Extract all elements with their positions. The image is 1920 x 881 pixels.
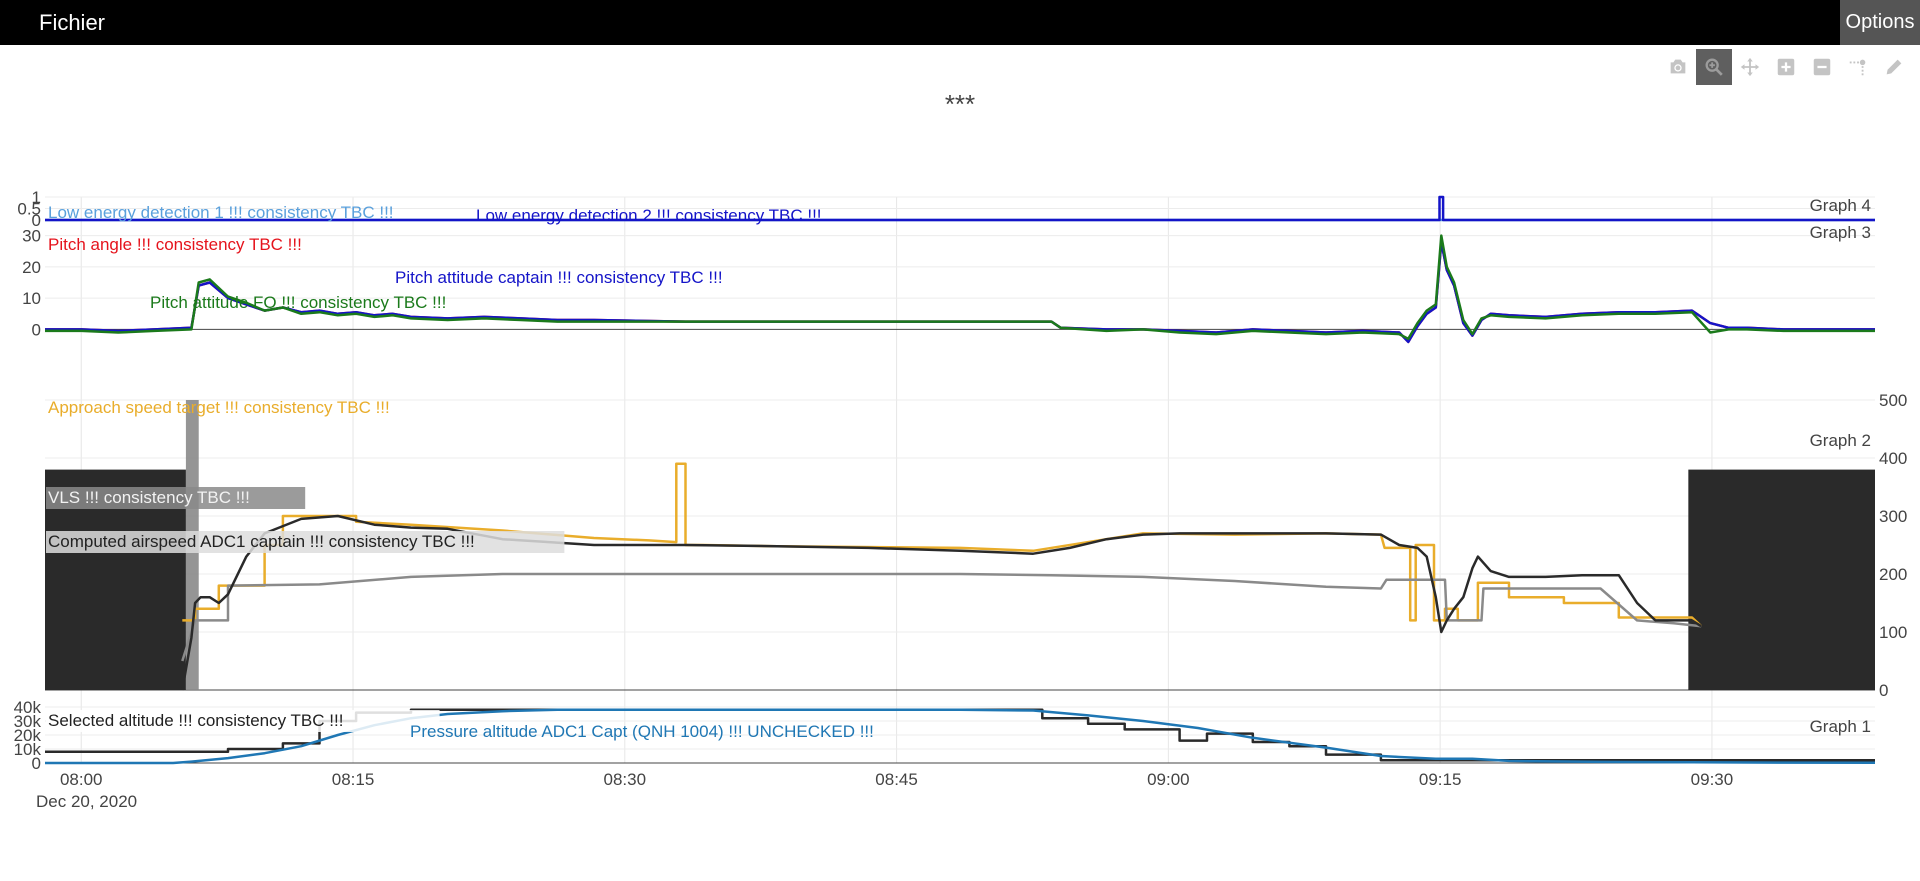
y-tick-label: 0: [1879, 681, 1888, 700]
series-annotation-text: Approach speed target !!! consistency TB…: [48, 398, 390, 417]
series-annotation: Pitch attitude captain !!! consistency T…: [395, 268, 723, 287]
series-line-1-0[interactable]: [45, 240, 1875, 344]
zoom-button[interactable]: [1696, 49, 1732, 85]
series-layer: [45, 195, 1876, 765]
x-tick-label: 09:15: [1419, 770, 1462, 789]
y-tick-label: 40k: [14, 698, 42, 717]
x-tick-label: 09:30: [1691, 770, 1734, 789]
shaded-regions: [45, 400, 1875, 690]
series-annotation-text: Selected altitude !!! consistency TBC !!…: [48, 711, 343, 730]
zoom-out-button[interactable]: [1804, 49, 1840, 85]
series-line-0-1[interactable]: [45, 195, 1875, 222]
panel-label: Graph 3: [1810, 223, 1871, 242]
series-annotation: Low energy detection 1 !!! consistency T…: [48, 203, 394, 222]
y-tick-label: 500: [1879, 391, 1907, 410]
y-tick-label: 30k: [14, 712, 42, 731]
menu-bar: Fichier Options: [0, 0, 1920, 45]
series-annotation-text: Low energy detection 1 !!! consistency T…: [48, 203, 394, 222]
axis-layer: 08:00 08:15 08:30 08:45 09:00 09:15 09:3010.50…: [14, 188, 1908, 789]
y-tick-label: 0.5: [17, 200, 41, 219]
y-tick-label: 0: [32, 211, 41, 230]
y-tick-label: 100: [1879, 623, 1907, 642]
legend-annotations: Graph 4 Graph 3 Graph 2 Graph 1 Low energy d…: [46, 196, 1871, 741]
x-tick-label: 08:15: [332, 770, 375, 789]
series-annotation: Computed airspeed ADC1 captain !!! consi…: [46, 531, 565, 553]
series-annotation-text: Low energy detection 2 !!! consistency T…: [476, 206, 822, 225]
x-tick-label: 08:00: [60, 770, 103, 789]
y-tick-label: 30: [22, 227, 41, 246]
options-button[interactable]: Options: [1840, 0, 1920, 45]
spike-lines-button[interactable]: [1840, 49, 1876, 85]
series-annotation-text: Pressure altitude ADC1 Capt (QNH 1004) !…: [410, 722, 874, 741]
y-tick-label: 20k: [14, 726, 42, 745]
series-line-3-1[interactable]: [45, 708, 1876, 765]
x-tick-label: 08:45: [875, 770, 918, 789]
plot-modebar: [1660, 49, 1912, 85]
series-annotation: Low energy detection 2 !!! consistency T…: [476, 206, 822, 225]
annotation-bg: [46, 531, 565, 553]
y-tick-label: 200: [1879, 565, 1907, 584]
file-menu[interactable]: Fichier: [39, 10, 106, 35]
draw-button[interactable]: [1876, 49, 1912, 85]
pan-icon: [1740, 57, 1760, 77]
annotation-bg: [46, 710, 440, 732]
panel-label: Graph 1: [1810, 717, 1871, 736]
series-annotation-text: Pitch attitude FO !!! consistency TBC !!…: [150, 293, 446, 312]
x-tick-label: 09:00: [1147, 770, 1190, 789]
series-annotation-text: Pitch attitude captain !!! consistency T…: [395, 268, 723, 287]
grid-layer: [45, 196, 1875, 764]
x-date-label: Dec 20, 2020: [36, 792, 137, 811]
shaded-region: [1688, 469, 1875, 690]
series-annotation: Pressure altitude ADC1 Capt (QNH 1004) !…: [410, 722, 874, 741]
series-line-1-2[interactable]: [45, 234, 1875, 341]
y-tick-label: 0: [32, 320, 41, 339]
series-annotation: Pitch angle !!! consistency TBC !!!: [48, 235, 302, 254]
y-tick-label: 300: [1879, 507, 1907, 526]
pencil-icon: [1886, 59, 1902, 75]
y-tick-label: 0: [32, 754, 41, 773]
series-line-2-1[interactable]: [181, 572, 1702, 662]
series-annotation-text: Computed airspeed ADC1 captain !!! consi…: [48, 532, 475, 551]
chart[interactable]: 08:00 08:15 08:30 08:45 09:00 09:15 09:3010.50…: [0, 45, 1920, 881]
annotation-bg: [46, 487, 306, 509]
pan-button[interactable]: [1732, 49, 1768, 85]
download-png-button[interactable]: [1660, 49, 1696, 85]
zoom-in-button[interactable]: [1768, 49, 1804, 85]
series-annotation: Approach speed target !!! consistency TB…: [48, 398, 390, 417]
spike-lines-icon: [1849, 59, 1866, 76]
zoom-in-icon: [1777, 58, 1795, 76]
panel-label: Graph 4: [1810, 196, 1871, 215]
camera-icon: [1670, 59, 1686, 74]
panel-label: Graph 2: [1810, 431, 1871, 450]
y-tick-label: 10: [22, 289, 41, 308]
chart-title: ***: [945, 89, 975, 119]
series-annotation: Selected altitude !!! consistency TBC !!…: [46, 710, 440, 732]
y-tick-label: 10k: [14, 740, 42, 759]
series-line-3-0[interactable]: [45, 708, 1875, 762]
zoom-icon: [1705, 58, 1723, 76]
zoom-out-icon: [1813, 58, 1831, 76]
y-tick-label: 400: [1879, 449, 1907, 468]
series-line-1-1[interactable]: [45, 240, 1875, 344]
series-annotation: Pitch attitude FO !!! consistency TBC !!…: [150, 293, 446, 312]
series-annotation-text: VLS !!! consistency TBC !!!: [48, 488, 250, 507]
series-annotation-text: Pitch angle !!! consistency TBC !!!: [48, 235, 302, 254]
y-tick-label: 1: [32, 188, 41, 207]
x-tick-label: 08:30: [604, 770, 647, 789]
series-annotation: VLS !!! consistency TBC !!!: [46, 487, 306, 509]
y-tick-label: 20: [22, 258, 41, 277]
